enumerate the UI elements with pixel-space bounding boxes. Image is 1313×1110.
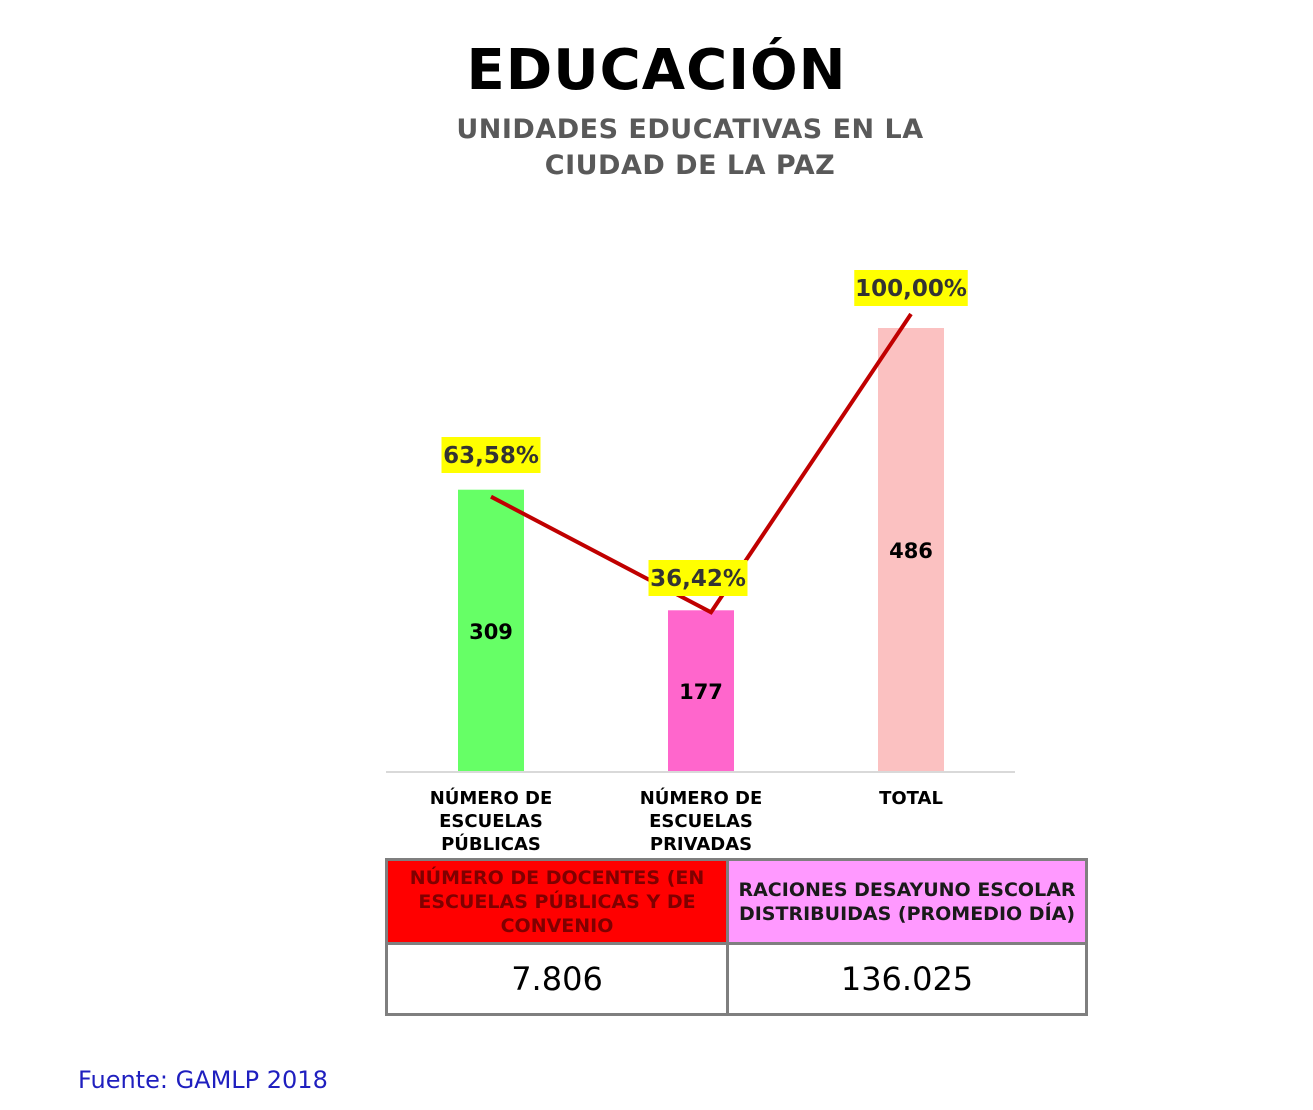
page-title: EDUCACIÓN (466, 38, 847, 103)
source-note: Fuente: GAMLP 2018 (78, 1066, 328, 1094)
bar-0 (458, 489, 524, 772)
category-label-0-0: NÚMERO DE (430, 787, 553, 809)
category-label-0-2: PÚBLICAS (441, 833, 541, 855)
chart-subtitle: UNIDADES EDUCATIVAS EN LA CIUDAD DE LA P… (390, 112, 990, 184)
category-label-1-1: ESCUELAS (649, 811, 753, 832)
subtitle-line-2: CIUDAD DE LA PAZ (544, 150, 836, 181)
percentage-line (490, 312, 913, 615)
table-header-raciones: RACIONES DESAYUNO ESCOLAR DISTRIBUIDAS (… (729, 861, 1085, 945)
percentage-label-2: 100,00% (855, 276, 967, 302)
category-label-0-1: ESCUELAS (439, 811, 543, 832)
bar-value-label-2: 486 (889, 539, 933, 563)
table-value-raciones: 136.025 (840, 960, 974, 998)
table-value-docentes: 7.806 (388, 945, 729, 1013)
category-label-1-0: NÚMERO DE (640, 787, 763, 809)
bar-value-label-1: 177 (679, 680, 723, 704)
bar-value-label-0: 309 (469, 620, 513, 644)
category-label-2-0: TOTAL (879, 788, 943, 809)
percentage-label-1: 36,42% (650, 566, 746, 592)
percentage-label-bg-0 (441, 437, 541, 473)
bar-1 (668, 610, 734, 772)
percentage-label-bg-2 (854, 270, 968, 306)
category-label-1-2: PRIVADAS (650, 834, 752, 855)
subtitle-line-1: UNIDADES EDUCATIVAS EN LA (456, 114, 924, 145)
percentage-label-bg-1 (648, 560, 748, 596)
stats-table: NÚMERO DE DOCENTES (EN ESCUELAS PÚBLICAS… (385, 858, 1088, 1016)
bar-2 (878, 328, 944, 772)
table-header-docentes: NÚMERO DE DOCENTES (EN ESCUELAS PÚBLICAS… (388, 861, 729, 945)
percentage-label-0: 63,58% (443, 443, 539, 469)
